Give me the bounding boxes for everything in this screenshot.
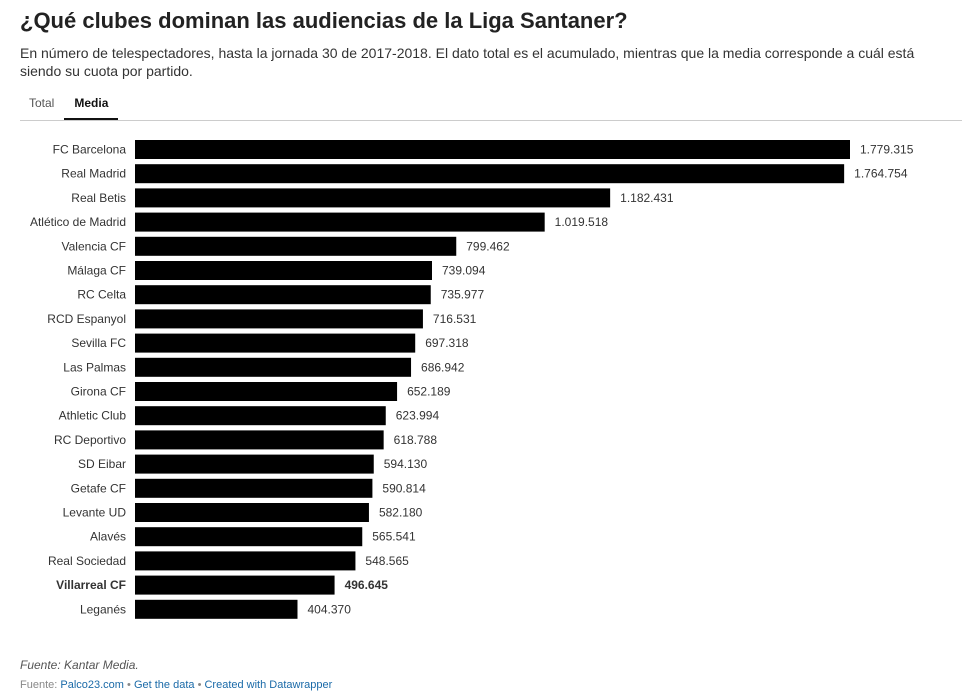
value-label: 697.318 [425, 336, 469, 350]
value-label: 1.779.315 [860, 143, 914, 157]
bar [135, 309, 423, 329]
bar [135, 333, 416, 353]
bar [135, 503, 369, 522]
bar [135, 285, 431, 305]
bar [135, 478, 373, 498]
bar [135, 236, 457, 256]
bar [135, 188, 611, 208]
bar [135, 430, 384, 450]
category-label: Getafe CF [71, 481, 126, 495]
category-label: Sevilla FC [71, 336, 126, 350]
source-prefix: Fuente: [20, 679, 58, 691]
source-link[interactable]: Palco23.com [60, 679, 124, 691]
category-label: RCD Espanyol [47, 312, 126, 326]
bar [135, 140, 850, 159]
separator-1: • [127, 679, 131, 691]
datawrapper-link[interactable]: Created with Datawrapper [204, 679, 333, 691]
value-label: 686.942 [421, 360, 465, 374]
value-label: 404.370 [307, 602, 351, 616]
tab-bar: Total Media [20, 92, 962, 121]
value-label: 618.788 [394, 433, 438, 447]
bar [135, 527, 363, 547]
source-note: Fuente: Kantar Media. [20, 658, 139, 672]
value-label: 582.180 [379, 506, 423, 520]
value-label: 735.977 [441, 288, 485, 302]
value-label: 565.541 [372, 530, 416, 544]
chart-subtitle: En número de telespectadores, hasta la j… [20, 45, 915, 79]
category-label: Levante UD [63, 506, 127, 520]
tab-total[interactable]: Total [29, 96, 55, 110]
tab-media[interactable]: Media [64, 92, 119, 120]
bar [135, 454, 374, 474]
bar [135, 261, 432, 280]
bar [135, 357, 412, 377]
chart-title: ¿Qué clubes dominan las audiencias de la… [20, 8, 628, 33]
bar [135, 406, 386, 426]
value-label: 1.764.754 [854, 167, 908, 181]
category-label: RC Celta [77, 288, 126, 302]
value-label: 496.645 [345, 578, 389, 592]
value-label: 594.130 [384, 457, 428, 471]
category-label: SD Eibar [78, 457, 126, 471]
footer-links: Fuente: Palco23.com • Get the data • Cre… [20, 679, 332, 691]
category-label: Alavés [90, 530, 126, 544]
category-label: RC Deportivo [54, 433, 126, 447]
value-label: 1.019.518 [555, 215, 609, 229]
value-label: 1.182.431 [620, 191, 674, 205]
bar [135, 212, 545, 232]
bar [135, 382, 398, 401]
separator-2: • [197, 679, 202, 691]
value-label: 590.814 [382, 481, 426, 495]
category-label: Las Palmas [63, 360, 126, 374]
category-label: FC Barcelona [53, 143, 127, 157]
category-label: Real Sociedad [48, 554, 126, 568]
category-label: Real Madrid [61, 167, 126, 181]
value-label: 548.565 [365, 554, 409, 568]
get-data-link[interactable]: Get the data [133, 679, 195, 691]
value-label: 716.531 [433, 312, 477, 326]
category-label: Villarreal CF [56, 578, 126, 592]
category-label: Valencia CF [62, 239, 126, 253]
category-label: Real Betis [71, 191, 126, 205]
value-label: 739.094 [442, 264, 486, 278]
category-label: Athletic Club [59, 409, 127, 423]
value-label: 799.462 [466, 239, 510, 253]
value-label: 623.994 [396, 409, 440, 423]
value-label: 652.189 [407, 385, 451, 399]
bar [135, 599, 298, 619]
bar [135, 575, 335, 595]
bar [135, 551, 356, 571]
category-label: Atlético de Madrid [30, 215, 126, 229]
bar-chart: FC Barcelona 1.779.315 Real Madrid 1.764.75… [30, 140, 914, 619]
category-label: Leganés [80, 602, 126, 616]
category-label: Girona CF [71, 385, 126, 399]
bar [135, 164, 845, 184]
category-label: Málaga CF [67, 264, 126, 278]
